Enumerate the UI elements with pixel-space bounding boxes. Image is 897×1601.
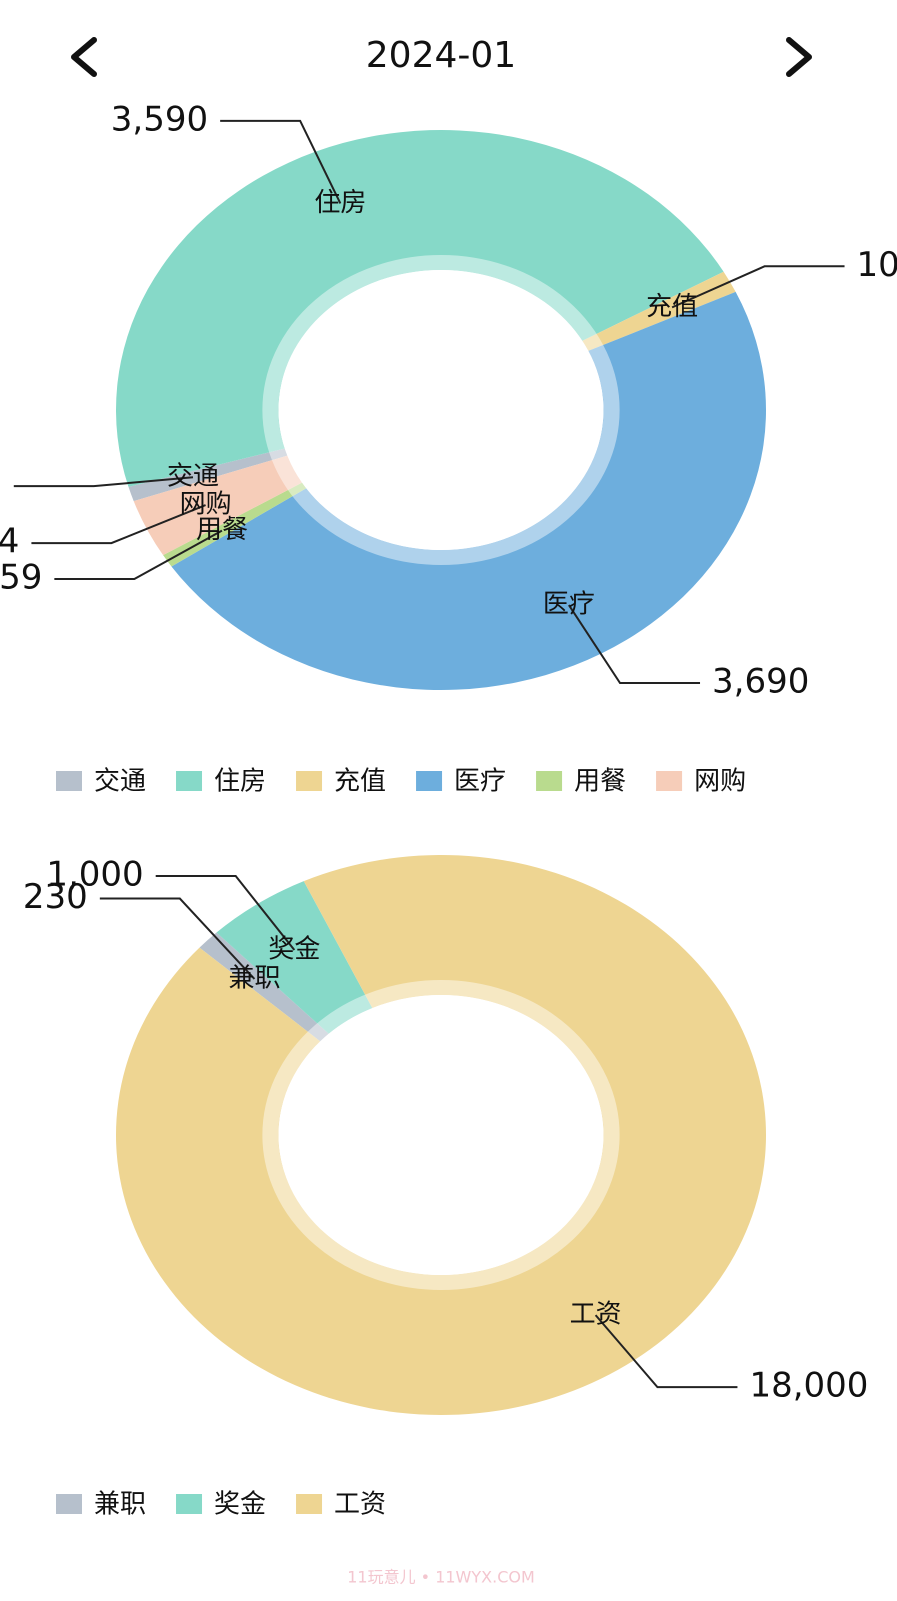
legend-label: 用餐 [574, 767, 626, 797]
month-title: 2024-01 [366, 35, 516, 76]
legend-swatch [56, 1494, 82, 1514]
donut-slice [128, 448, 288, 502]
donut-hole [278, 270, 604, 550]
slice-name: 充值 [646, 292, 698, 322]
inner-ring [262, 255, 620, 565]
leader-line [671, 265, 845, 309]
slice-value: 59 [0, 557, 42, 597]
donut-slice [115, 129, 724, 487]
slice-name: 奖金 [268, 935, 320, 965]
slice-name: 网购 [180, 490, 232, 520]
legend-label: 交通 [94, 767, 146, 797]
slice-value: 66 [0, 465, 2, 505]
legend-swatch [56, 771, 82, 791]
slice-name: 交通 [167, 462, 219, 492]
donut-slice [171, 291, 767, 691]
leader-line [568, 604, 701, 685]
leader-line [13, 476, 194, 488]
slice-name: 医疗 [543, 590, 595, 620]
leader-line [220, 119, 342, 204]
slice-value: 230 [23, 877, 88, 917]
slice-value: 3,590 [111, 99, 208, 139]
slice-value: 1,000 [46, 855, 143, 895]
legend-label: 工资 [334, 1490, 386, 1520]
legend-swatch [296, 771, 323, 791]
leader-line [594, 1314, 738, 1389]
donut-hole [278, 995, 604, 1275]
legend-label: 兼职 [94, 1490, 146, 1520]
donut-slice [133, 455, 303, 556]
inner-ring [262, 980, 620, 1290]
legend-swatch [416, 771, 443, 791]
legend-swatch [296, 1494, 323, 1514]
slice-name: 住房 [314, 188, 366, 218]
watermark: 11玩意儿 • 11WYX.COM [347, 1568, 535, 1587]
slice-name: 工资 [570, 1300, 622, 1330]
leader-line [99, 897, 256, 980]
donut-slice [582, 271, 736, 351]
legend-label: 充值 [334, 767, 386, 797]
slice-name: 兼职 [228, 963, 280, 993]
slice-value: 18,000 [749, 1366, 868, 1406]
legend-swatch [656, 771, 683, 791]
leader-line [31, 504, 206, 545]
legend-label: 医疗 [454, 767, 506, 797]
next-button[interactable] [786, 37, 812, 77]
donut-slice [199, 932, 329, 1042]
legend-label: 住房 [214, 767, 266, 797]
donut-slice [115, 855, 767, 1416]
slice-value: 3,690 [712, 662, 809, 702]
legend-swatch [176, 1494, 203, 1514]
donut-slice [216, 881, 373, 1034]
legend-label: 奖金 [214, 1490, 266, 1520]
leader-line [54, 529, 223, 580]
legend-label: 网购 [694, 767, 746, 797]
slice-value: 100 [857, 245, 897, 285]
prev-button[interactable] [71, 37, 97, 77]
slice-name: 用餐 [196, 515, 248, 545]
slice-value: 264 [0, 522, 19, 562]
leader-line [155, 875, 296, 951]
legend-swatch [176, 771, 203, 791]
legend-swatch [536, 771, 563, 791]
donut-slice [163, 482, 307, 567]
